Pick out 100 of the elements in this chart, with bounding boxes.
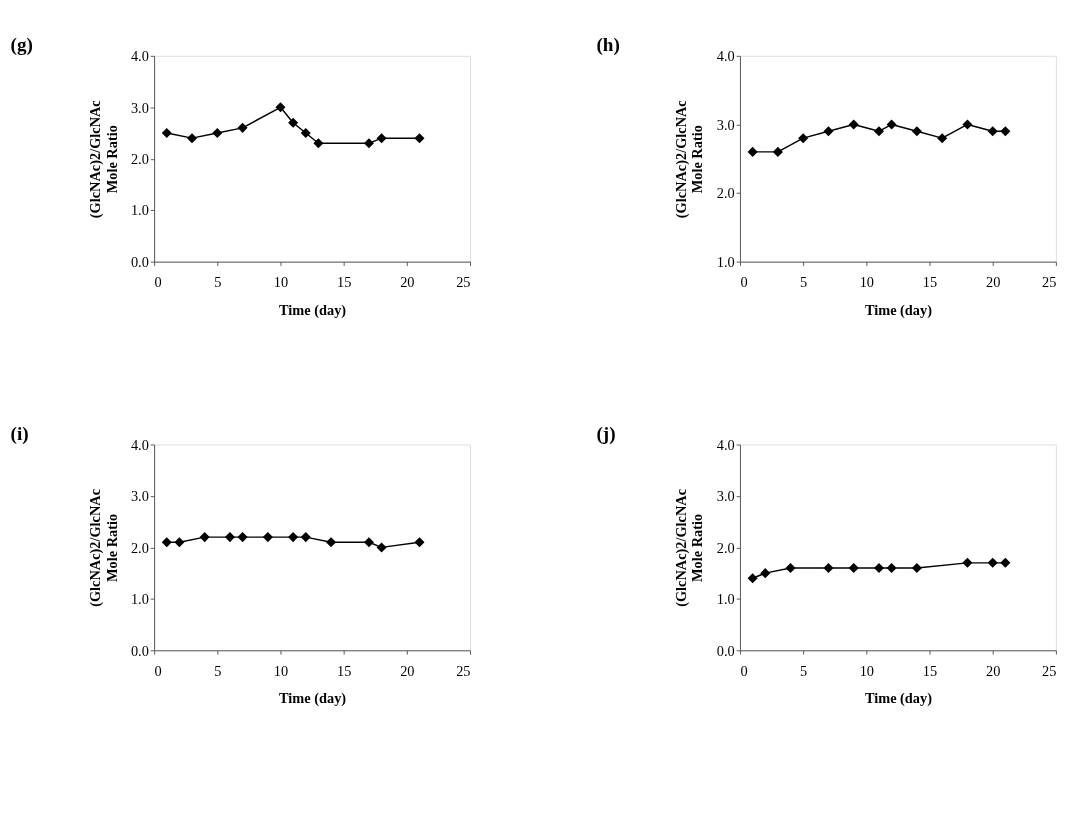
- y-tick-label: 1.0: [130, 202, 149, 219]
- point: [363, 537, 374, 548]
- point: [848, 119, 859, 130]
- point: [873, 562, 885, 574]
- point: [747, 573, 758, 584]
- point: [760, 568, 771, 579]
- y-tick-label: 1.0: [716, 253, 735, 270]
- y-tick-label: 0.0: [716, 642, 735, 659]
- x-tick-label: 15: [336, 274, 352, 291]
- point: [747, 146, 758, 157]
- point: [987, 126, 998, 137]
- point: [237, 532, 248, 543]
- y-tick-label: 4.0: [716, 436, 735, 453]
- point: [911, 562, 922, 574]
- x-tick-label: 10: [273, 662, 289, 679]
- x-axis-title: Time (day): [864, 301, 933, 319]
- y-axis-title: (GlcNAc)2/GlcNAc Mole Ratio: [87, 99, 120, 219]
- y-tick-label: 2.0: [716, 539, 735, 556]
- y-tick-label: 0.0: [130, 253, 149, 270]
- x-tick-label: 20: [986, 662, 1001, 679]
- point: [174, 537, 185, 548]
- point: [199, 532, 210, 543]
- y-tick-label: 0.0: [130, 642, 149, 659]
- x-tick-label: 15: [336, 662, 352, 679]
- x-tick-label: 25: [1042, 274, 1057, 291]
- point: [187, 133, 198, 144]
- x-tick-label: 20: [986, 274, 1001, 291]
- point: [937, 133, 948, 144]
- point: [823, 126, 834, 137]
- point: [326, 537, 337, 548]
- point: [275, 102, 286, 113]
- x-tick-label: 0: [740, 274, 748, 291]
- x-tick-label: 20: [400, 274, 415, 291]
- x-axis-title: Time (day): [864, 690, 933, 708]
- y-tick-label: 3.0: [716, 488, 735, 505]
- point: [414, 133, 425, 144]
- x-tick-label: 25: [456, 662, 471, 679]
- point: [823, 562, 834, 574]
- chart-title: (j): [596, 422, 616, 445]
- point: [987, 557, 998, 568]
- point: [962, 557, 973, 568]
- x-tick-label: 5: [800, 662, 808, 679]
- y-tick-label: 4.0: [716, 48, 735, 65]
- point: [237, 122, 248, 133]
- point: [224, 532, 235, 543]
- point: [262, 532, 273, 543]
- point: [288, 117, 299, 128]
- x-axis-title: Time (day): [279, 301, 347, 319]
- point: [300, 532, 311, 543]
- point: [161, 128, 172, 139]
- point: [798, 133, 809, 144]
- x-axis-title: Time (day): [279, 690, 347, 708]
- x-tick-label: 10: [273, 274, 289, 291]
- y-tick-label: 4.0: [130, 48, 149, 65]
- point: [300, 128, 311, 139]
- point: [772, 146, 783, 157]
- point: [313, 138, 324, 149]
- point: [212, 128, 223, 139]
- point: [886, 119, 897, 130]
- y-tick-label: 3.0: [130, 99, 149, 116]
- point: [962, 119, 973, 130]
- x-tick-label: 10: [859, 662, 874, 679]
- x-tick-label: 25: [1042, 662, 1057, 679]
- y-tick-label: 2.0: [130, 151, 149, 168]
- point: [1000, 126, 1011, 137]
- point: [848, 562, 859, 574]
- point: [873, 126, 885, 137]
- x-tick-label: 15: [922, 274, 938, 291]
- y-tick-label: 2.0: [716, 185, 735, 202]
- y-axis-title: (GlcNAc)2/GlcNAc Mole Ratio: [87, 488, 120, 607]
- y-tick-label: 3.0: [130, 488, 149, 505]
- y-axis-title: (GlcNAc)2/GlcNAc Mole Ratio: [673, 488, 706, 607]
- point: [886, 562, 897, 574]
- point: [376, 542, 387, 553]
- x-tick-label: 25: [456, 274, 471, 291]
- y-tick-label: 3.0: [716, 116, 735, 133]
- point: [1000, 557, 1011, 568]
- point: [414, 537, 425, 548]
- point: [785, 562, 796, 574]
- y-axis-title: (GlcNAc)2/GlcNAc Mole Ratio: [673, 99, 706, 219]
- x-tick-label: 10: [859, 274, 874, 291]
- y-tick-label: 1.0: [130, 591, 149, 608]
- x-tick-label: 20: [400, 662, 415, 679]
- x-tick-label: 0: [740, 662, 748, 679]
- x-tick-label: 5: [214, 662, 222, 679]
- y-tick-label: 2.0: [130, 539, 149, 556]
- chart-title: (h): [596, 34, 620, 57]
- point: [161, 537, 172, 548]
- point: [288, 532, 299, 543]
- point: [376, 133, 387, 144]
- x-tick-label: 0: [154, 662, 162, 679]
- x-tick-label: 15: [922, 662, 938, 679]
- x-tick-label: 5: [800, 274, 808, 291]
- y-tick-label: 1.0: [716, 591, 735, 608]
- chart-title: (i): [10, 422, 29, 445]
- point: [363, 138, 374, 149]
- x-tick-label: 0: [154, 274, 162, 291]
- point: [911, 126, 922, 137]
- x-tick-label: 5: [214, 274, 222, 291]
- y-tick-label: 4.0: [130, 436, 149, 453]
